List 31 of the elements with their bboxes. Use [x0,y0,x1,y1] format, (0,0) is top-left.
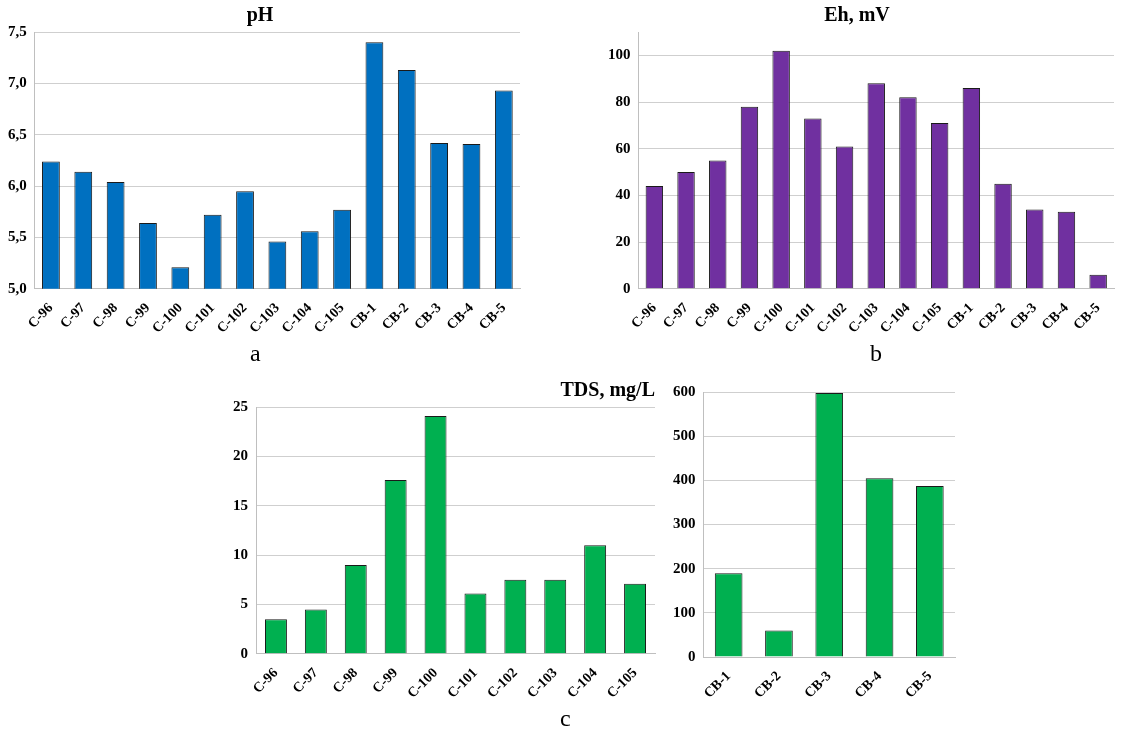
chart-title: TDS, mg/L [560,378,655,402]
text: a [250,340,261,367]
y-tick-label: 300 [673,515,696,532]
y-tick-label: 20 [233,447,248,464]
y-tick-label: 100 [608,46,631,63]
y-tick-label: 5,5 [8,228,27,245]
y-tick-label: 60 [615,139,631,156]
y-tick-label: 20 [615,233,631,250]
text: b [870,340,882,367]
y-tick-label: 400 [673,471,696,488]
y-tick-label: 6,5 [8,125,27,142]
y-tick-label: 600 [673,382,696,399]
y-tick-label: 25 [233,397,248,414]
text: c [560,705,571,732]
y-tick-label: 15 [233,496,248,513]
chart-title: pH [246,3,274,27]
y-tick-label: 100 [673,603,696,620]
y-tick-label: 500 [673,427,696,444]
y-tick-label: 0 [688,648,696,664]
y-tick-label: 7,5 [8,22,27,39]
chart-title: Eh, mV [824,3,891,26]
y-tick-label: 40 [615,186,631,203]
y-tick-label: 5,0 [8,279,27,296]
y-tick-label: 0 [623,279,631,296]
y-tick-label: 6,0 [8,176,27,193]
y-tick-label: 5 [240,595,248,612]
y-tick-label: 10 [233,545,248,562]
y-tick-label: 80 [615,92,631,109]
y-tick-label: 7,0 [8,74,27,91]
y-tick-label: 0 [240,644,248,661]
y-tick-label: 200 [673,559,696,576]
